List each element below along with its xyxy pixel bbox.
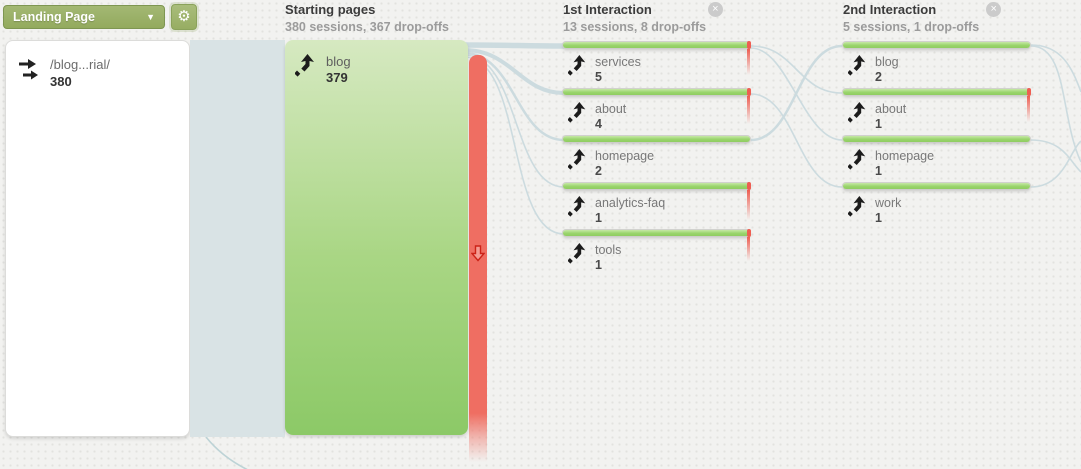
node-merge-icon (847, 55, 868, 84)
node-dropoff-segment (747, 41, 751, 49)
settings-button[interactable]: ⚙ (171, 4, 197, 30)
dimension-dropdown-value: Landing Page (13, 10, 95, 24)
column-subtitle: 5 sessions, 1 drop-offs (843, 20, 980, 34)
flow-node-tools[interactable]: tools 1 (563, 229, 751, 272)
node-traffic-bar (563, 182, 751, 220)
column-subtitle: 13 sessions, 8 drop-offs (563, 20, 707, 34)
dropoff-drip (747, 96, 750, 124)
close-column-icon[interactable]: × (986, 2, 1002, 17)
node-label: services (595, 55, 641, 69)
node-dropoff-segment (747, 88, 751, 96)
node-value: 4 (595, 117, 602, 131)
node-traffic-bar (843, 42, 1030, 48)
node-merge-icon (567, 149, 588, 178)
column-header-starting-pages: Starting pages 380 sessions, 367 drop-of… (285, 2, 555, 34)
landing-page-node[interactable]: /blog...rial/ 380 (5, 40, 190, 437)
starting-page-node-blog[interactable]: blog 379 (285, 40, 468, 435)
start-node-value: 379 (326, 70, 348, 85)
column-title: 2nd Interaction (843, 2, 937, 17)
landing-node-value: 380 (50, 74, 72, 89)
node-traffic-bar (843, 136, 1030, 142)
dropoff-band[interactable] (469, 55, 487, 462)
node-merge-icon (294, 54, 317, 85)
node-merge-icon (567, 243, 588, 272)
node-label: analytics-faq (595, 196, 666, 210)
start-node-label: blog (326, 54, 351, 69)
node-label: about (875, 102, 907, 116)
dimension-dropdown[interactable]: Landing Page ▼ (3, 5, 165, 29)
node-label: about (595, 102, 627, 116)
node-value: 1 (595, 211, 602, 225)
flow-node-homepage[interactable]: homepage 2 (563, 136, 750, 178)
node-value: 2 (595, 164, 602, 178)
node-dropoff-segment (747, 182, 751, 190)
node-value: 1 (875, 211, 882, 225)
node-traffic-bar (563, 88, 751, 124)
node-value: 1 (595, 258, 602, 272)
node-label: blog (875, 55, 899, 69)
flow-node-work[interactable]: work 1 (843, 183, 1030, 225)
node-merge-icon (847, 149, 868, 178)
node-label: work (875, 196, 902, 210)
node-traffic-bar (563, 136, 750, 142)
node-merge-icon (847, 196, 868, 225)
flow-node-homepage-2[interactable]: homepage 1 (843, 136, 1030, 178)
node-value: 1 (875, 164, 882, 178)
node-merge-icon (567, 102, 588, 131)
column-header-1st-interaction: 1st Interaction × 13 sessions, 8 drop-of… (563, 2, 833, 34)
node-traffic-bar (843, 183, 1030, 189)
column-header-2nd-interaction: 2nd Interaction × 5 sessions, 1 drop-off… (843, 2, 1081, 34)
landing-node-label: /blog...rial/ (50, 57, 110, 72)
node-dropoff-segment (747, 229, 751, 237)
node-value: 5 (595, 70, 602, 84)
close-column-icon[interactable]: × (707, 2, 723, 17)
flow-node-blog-2[interactable]: blog 2 (843, 42, 1030, 84)
column-title: 1st Interaction (563, 2, 652, 17)
column-title: Starting pages (285, 2, 376, 17)
dropoff-drip (747, 190, 750, 220)
flow-node-about-2[interactable]: about 1 (843, 88, 1031, 131)
node-merge-icon (567, 196, 588, 225)
column-subtitle: 380 sessions, 367 drop-offs (285, 20, 449, 34)
node-label: homepage (595, 149, 655, 163)
dropoff-drip (1027, 96, 1030, 122)
node-value: 2 (875, 70, 882, 84)
flow-node-analytics-faq[interactable]: analytics-faq 1 (563, 182, 751, 225)
flow-node-services[interactable]: services 5 (563, 41, 751, 84)
dropoff-arrow-icon (470, 245, 486, 267)
node-label: homepage (875, 149, 935, 163)
landing-to-start-flow-band[interactable] (190, 40, 285, 437)
double-arrow-icon (18, 57, 42, 89)
gear-icon: ⚙ (177, 8, 191, 25)
dropoff-drip (747, 237, 750, 261)
node-merge-icon (847, 102, 868, 131)
chevron-down-icon: ▼ (146, 12, 155, 22)
node-traffic-bar (843, 88, 1031, 122)
node-merge-icon (567, 55, 588, 84)
node-dropoff-segment (1027, 88, 1031, 96)
node-value: 1 (875, 117, 882, 131)
flow-node-about[interactable]: about 4 (563, 88, 751, 131)
dropoff-drip (747, 49, 750, 75)
node-label: tools (595, 243, 622, 257)
node-traffic-bar (563, 229, 751, 261)
node-traffic-bar (563, 41, 751, 75)
